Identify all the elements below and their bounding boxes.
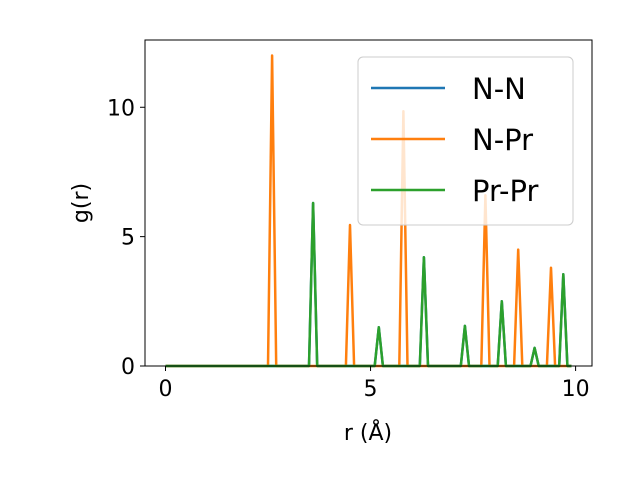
y-tick-label: 5 bbox=[121, 226, 135, 251]
x-tick-label: 0 bbox=[159, 377, 173, 402]
legend: N-N N-Pr Pr-Pr bbox=[357, 56, 574, 226]
series-line-n-n bbox=[165, 201, 572, 368]
y-tick-label: 10 bbox=[107, 96, 135, 121]
ticks-layer: 0 5 10 0 5 10 bbox=[107, 96, 590, 402]
legend-box bbox=[357, 56, 574, 226]
plot-frame bbox=[144, 39, 593, 367]
legend-label-n-pr: N-Pr bbox=[472, 123, 533, 157]
y-axis-label: g(r) bbox=[69, 183, 94, 223]
x-tick-label: 10 bbox=[562, 377, 590, 402]
y-tick-label: 0 bbox=[121, 355, 135, 380]
series-line-pr-pr bbox=[165, 201, 572, 368]
x-tick-label: 5 bbox=[364, 377, 378, 402]
legend-label-n-n: N-N bbox=[472, 72, 526, 106]
legend-label-pr-pr: Pr-Pr bbox=[472, 174, 538, 208]
x-axis-label: r (Å) bbox=[344, 419, 392, 446]
